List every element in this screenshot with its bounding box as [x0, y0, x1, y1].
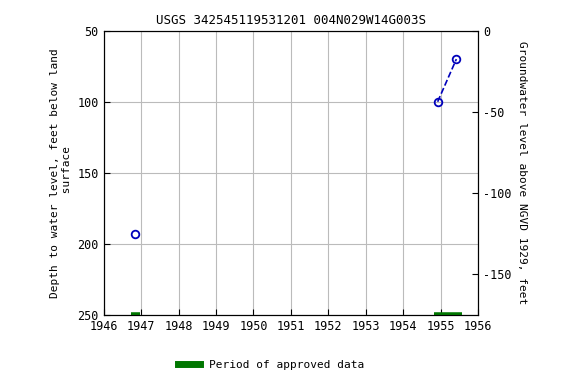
- Y-axis label: Groundwater level above NGVD 1929, feet: Groundwater level above NGVD 1929, feet: [517, 41, 527, 305]
- Legend: Period of approved data: Period of approved data: [173, 356, 368, 375]
- Y-axis label: Depth to water level, feet below land
 surface: Depth to water level, feet below land su…: [50, 48, 72, 298]
- Title: USGS 342545119531201 004N029W14G003S: USGS 342545119531201 004N029W14G003S: [156, 14, 426, 27]
